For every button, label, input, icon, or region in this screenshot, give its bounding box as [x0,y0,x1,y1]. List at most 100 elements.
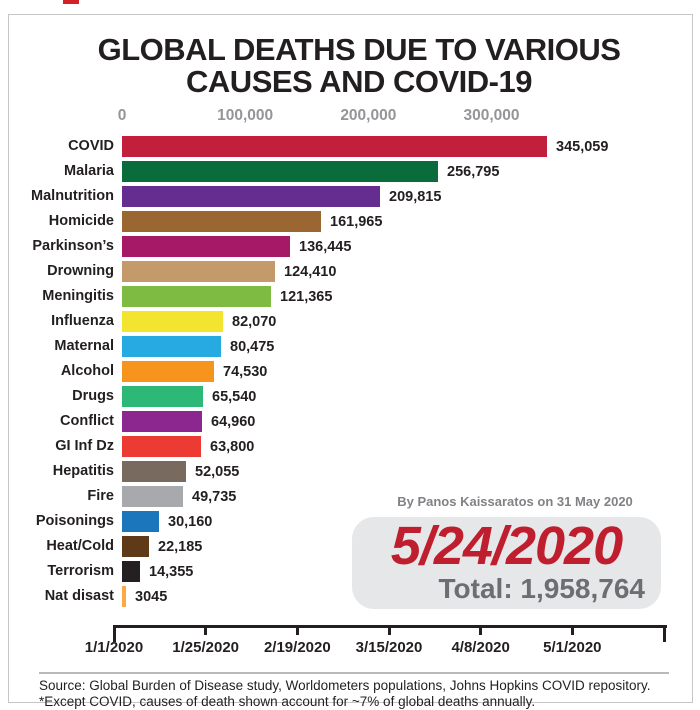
bar-label: Alcohol [60,363,114,379]
bar [122,161,438,182]
date-box: 5/24/2020 Total: 1,958,764 [352,517,661,609]
bar-value: 22,185 [158,539,203,555]
timeline-line [114,625,667,628]
bar-row: Malaria 256,795 [9,160,700,185]
bar [122,261,275,282]
total-deaths: Total: 1,958,764 [438,573,645,604]
bar-value: 161,965 [330,214,383,230]
bar [122,186,380,207]
source-line2: *Except COVID, causes of death shown acc… [39,694,536,709]
bar-value: 209,815 [389,189,442,205]
bar-row: Influenza 82,070 [9,310,700,335]
bar-value: 82,070 [232,314,277,330]
bar-label: Drowning [47,263,114,279]
bar-row: GI Inf Dz 63,800 [9,435,700,460]
bar-label: COVID [68,138,114,154]
bar-value: 30,160 [168,514,213,530]
bar-label: Malaria [64,163,114,179]
timeline-label: 1/1/2020 [84,639,144,656]
timeline-label: 1/25/2020 [172,639,240,656]
timeline-tick [204,625,208,635]
bar-value: 63,800 [210,439,255,455]
timeline-tick [570,625,574,635]
timeline-tick [387,625,391,635]
bar-label: Nat disast [44,588,114,604]
bar-label: Heat/Cold [46,538,114,554]
bar-label: Hepatitis [52,463,114,479]
bar-label: Homicide [48,213,114,229]
bar [122,136,547,157]
timeline-tick [662,625,666,642]
bar-value: 345,059 [556,139,609,155]
bar-row: Alcohol 74,530 [9,360,700,385]
bar-row: Hepatitis 52,055 [9,460,700,485]
bar [122,461,186,482]
bar-label: Conflict [60,413,114,429]
video-progress-fragment [63,0,79,4]
source-line1: Source: Global Burden of Disease study, … [39,678,651,693]
bar-label: Terrorism [47,563,114,579]
bar-value: 121,365 [280,289,333,305]
bar-value: 136,445 [299,239,352,255]
bar-row: Nat disast 3045 [9,585,700,610]
source-note: Source: Global Burden of Disease study, … [39,678,689,710]
bar-row: Heat/Cold 22,185 [9,535,700,560]
bar [122,361,214,382]
timeline-axis: 1/1/2020 1/25/2020 2/19/2020 3/15/2020 4/8/2… [9,625,700,669]
bar [122,236,290,257]
bar-value: 65,540 [212,389,257,405]
bar-row: Terrorism 14,355 [9,560,700,585]
bar [122,561,140,582]
bar-row: Poisonings 30,160 [9,510,700,535]
bar [122,586,126,607]
bar-row: Maternal 80,475 [9,335,700,360]
bar [122,411,202,432]
timeline-label: 3/15/2020 [355,639,423,656]
byline: By Panos Kaissaratos on 31 May 2020 [397,494,633,509]
bar-value: 80,475 [230,339,275,355]
bar-label: Influenza [51,313,114,329]
bar-value: 52,055 [195,464,240,480]
bar [122,536,149,557]
bar [122,486,183,507]
bar-label: Drugs [72,388,114,404]
bar-label: Maternal [54,338,114,354]
bar-value: 64,960 [211,414,256,430]
current-date: 5/24/2020 [390,516,623,576]
bar-value: 124,410 [284,264,337,280]
bar-row: Meningitis 121,365 [9,285,700,310]
bar-row: Homicide 161,965 [9,210,700,235]
bar-row: Drugs 65,540 [9,385,700,410]
bar [122,436,201,457]
bar-row: Malnutrition 209,815 [9,185,700,210]
chart-title: GLOBAL DEATHS DUE TO VARIOUS CAUSES AND … [9,34,700,98]
bar-label: Fire [87,488,114,504]
chart-title-line1: GLOBAL DEATHS DUE TO VARIOUS [97,32,621,67]
bar-value: 49,735 [192,489,237,505]
bar-value: 256,795 [447,164,500,180]
chart-card: GLOBAL DEATHS DUE TO VARIOUS CAUSES AND … [8,14,693,709]
bar-row: Parkinson’s 136,445 [9,235,700,260]
value-axis-tick-label: 300,000 [463,107,520,124]
bar [122,311,223,332]
chart-title-line2: CAUSES AND COVID-19 [186,64,532,99]
timeline-label: 5/1/2020 [543,639,602,656]
bar-value: 3045 [135,589,168,605]
bar [122,336,221,357]
bar [122,386,203,407]
bar-value: 74,530 [223,364,268,380]
divider-line [39,672,669,674]
bar-label: Poisonings [35,513,114,529]
bar-label: Meningitis [42,288,114,304]
timeline-label: 2/19/2020 [263,639,331,656]
bar-value: 14,355 [149,564,194,580]
bar [122,211,321,232]
bar-row: Fire 49,735 [9,485,700,510]
bar-label: Malnutrition [31,188,114,204]
bar-row: Conflict 64,960 [9,410,700,435]
bar [122,511,159,532]
value-axis-tick-label: 0 [117,107,127,124]
timeline-tick [479,625,483,635]
bar-label: GI Inf Dz [55,438,114,454]
bar-label: Parkinson’s [32,238,114,254]
